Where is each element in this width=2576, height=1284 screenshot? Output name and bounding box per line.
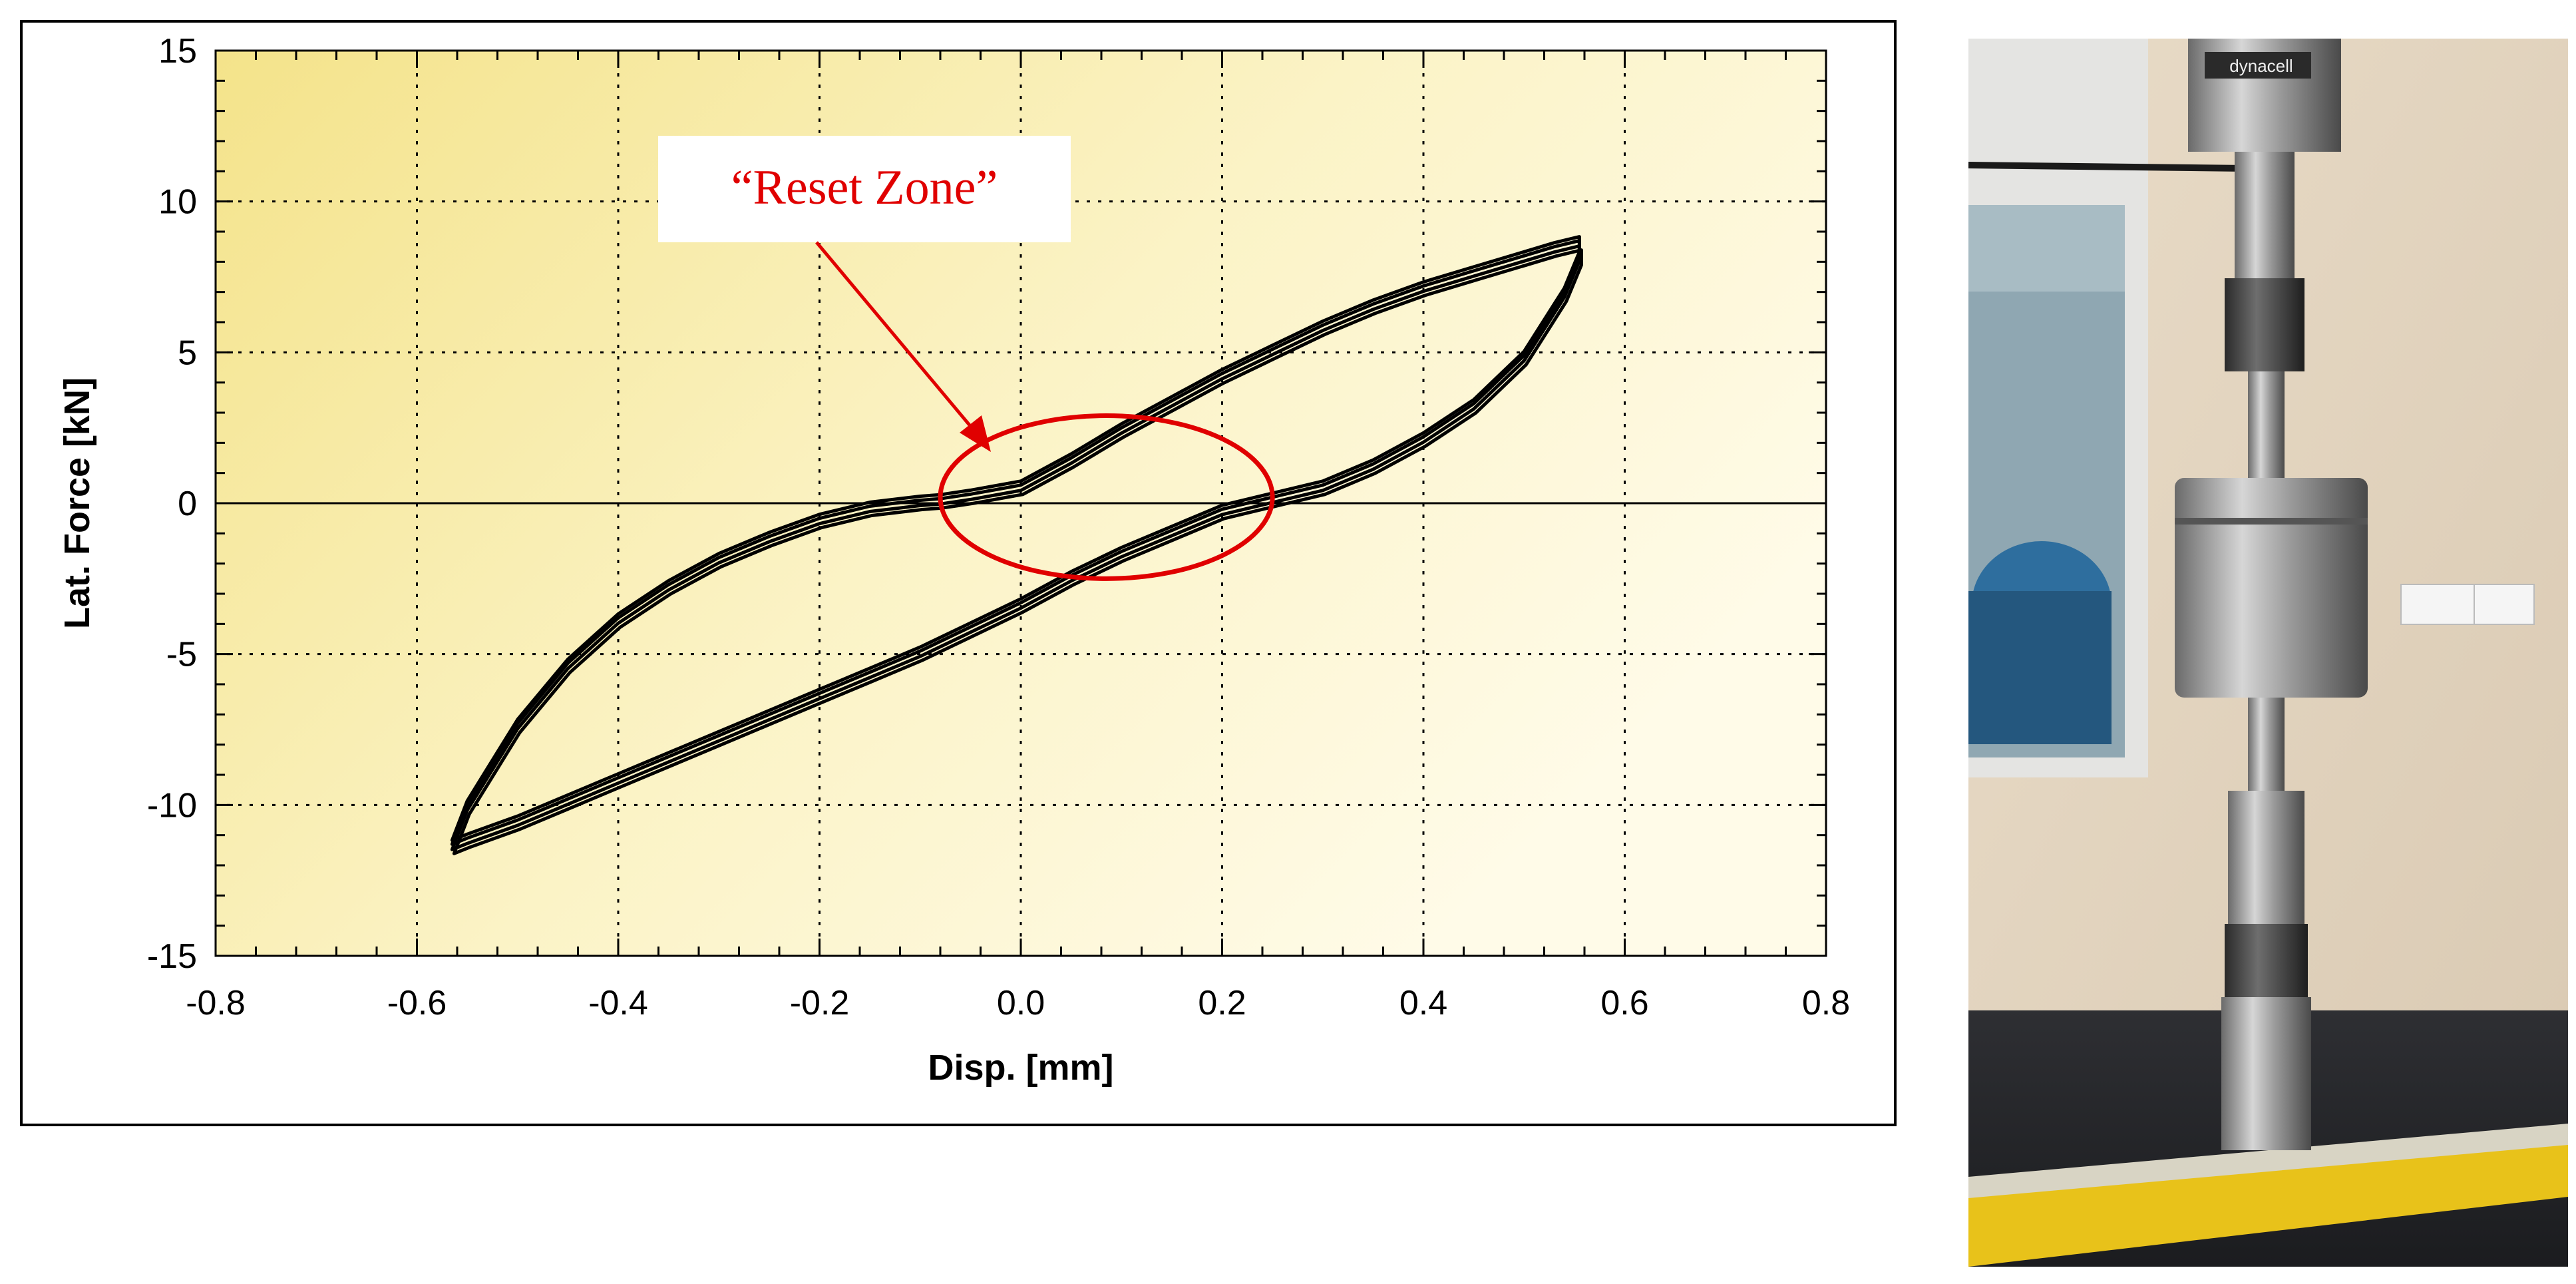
upper-clamp <box>2225 278 2304 371</box>
chart-svg: -0.8 -0.6 -0.4 -0.2 0.0 0.2 0.4 0.6 0.8 -15 -10 -5 0… <box>57 32 1850 1088</box>
dynamic-test-machine-photo: dynacell <box>1968 39 2568 1267</box>
x-tick-label: -0.6 <box>387 984 447 1022</box>
y-tick-label: -5 <box>166 636 197 674</box>
x-tick-label: 0.6 <box>1600 984 1648 1022</box>
yellow-rail <box>1968 1144 2568 1267</box>
rail-edge <box>1968 1124 2568 1198</box>
reset-zone-ellipse <box>938 413 1275 581</box>
x-tick-label: -0.4 <box>588 984 648 1022</box>
x-tick-label: -0.8 <box>186 984 246 1022</box>
annotation-box <box>658 136 1071 242</box>
base-fixture-front <box>2221 997 2311 1150</box>
axis-ticks <box>214 49 1827 957</box>
cable <box>1968 162 2249 172</box>
load-cell-label: dynacell <box>2229 56 2293 76</box>
hysteresis-cycle <box>450 235 1581 842</box>
x-tick-label: 0.8 <box>1802 984 1850 1022</box>
annotation-label: “Reset Zone” <box>731 160 998 215</box>
load-cell-label-plate <box>2205 52 2311 79</box>
x-tick-label: -0.2 <box>790 984 850 1022</box>
y-tick-label: 5 <box>178 333 197 372</box>
y-tick-label: 10 <box>158 183 197 222</box>
lower-clamp <box>2228 791 2304 924</box>
y-tick-label: 0 <box>178 485 197 523</box>
test-rig-photo: dynacell <box>1968 39 2568 1267</box>
hysteresis-chart: -0.8 -0.6 -0.4 -0.2 0.0 0.2 0.4 0.6 0.8 -15 -10 -5 0… <box>20 20 1897 1126</box>
x-tick-label: 0.0 <box>997 984 1045 1022</box>
hysteresis-curve <box>450 235 1583 855</box>
lower-shaft <box>2248 698 2285 797</box>
tick-labels: -0.8 -0.6 -0.4 -0.2 0.0 0.2 0.4 0.6 0.8 -15 -10 -5 0… <box>147 32 1850 1022</box>
reset-zone-annotation: “Reset Zone” <box>658 136 1275 581</box>
mass-cylinder-band <box>2175 518 2368 525</box>
y-axis-label: Lat. Force [kN] <box>57 377 97 629</box>
x-tick-label: 0.2 <box>1198 984 1246 1022</box>
x-tick-label: 0.4 <box>1399 984 1447 1022</box>
specimen-holder <box>2225 924 2308 1004</box>
wall-socket-2 <box>2474 584 2535 625</box>
upper-shaft <box>2235 152 2295 285</box>
y-tick-label: -10 <box>147 786 197 825</box>
y-tick-label: 15 <box>158 32 197 71</box>
annotation-arrow-line <box>815 241 982 440</box>
blue-motor-body <box>1968 591 2112 744</box>
mass-cylinder <box>2175 478 2368 698</box>
middle-shaft <box>2248 371 2285 478</box>
x-axis-label: Disp. [mm] <box>928 1048 1113 1088</box>
wall-socket <box>2400 584 2475 625</box>
y-tick-label: -15 <box>147 937 197 976</box>
hysteresis-cycle <box>452 248 1583 855</box>
